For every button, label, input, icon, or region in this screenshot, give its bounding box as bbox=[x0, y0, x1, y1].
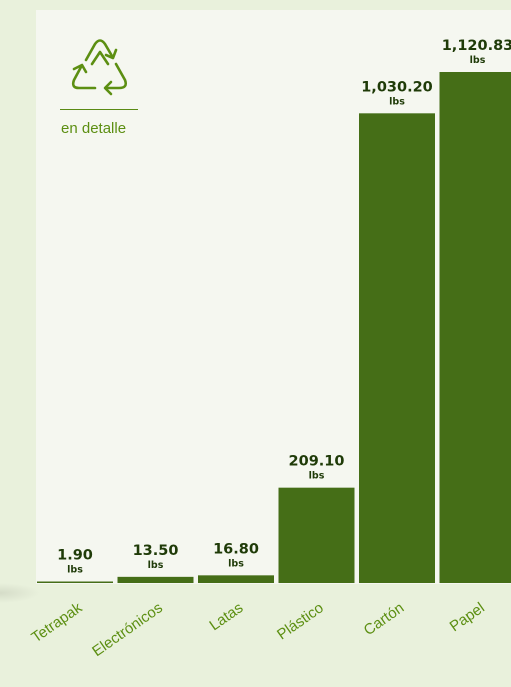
unit-label: lbs bbox=[389, 96, 405, 107]
category-label: Electrónicos bbox=[89, 599, 166, 660]
bar-electrónicos bbox=[117, 576, 194, 583]
bar-latas bbox=[198, 575, 274, 583]
unit-label: lbs bbox=[470, 55, 486, 66]
category-label: Cartón bbox=[361, 599, 408, 639]
panel-shadow bbox=[0, 583, 40, 603]
value-label: 1.90 bbox=[57, 548, 93, 564]
recycle-logo bbox=[60, 34, 140, 98]
bar-plástico bbox=[278, 487, 355, 583]
bar-tetrapak bbox=[37, 581, 113, 583]
category-label: Papel bbox=[447, 599, 488, 635]
value-label: 16.80 bbox=[213, 541, 259, 557]
unit-label: lbs bbox=[228, 558, 244, 569]
logo-caption: en detalle bbox=[61, 120, 127, 137]
unit-label: lbs bbox=[148, 560, 164, 571]
unit-label: lbs bbox=[67, 565, 83, 576]
value-label: 1,030.20 bbox=[361, 79, 433, 95]
value-label: 13.50 bbox=[133, 543, 179, 559]
recycle-icon bbox=[71, 39, 128, 96]
unit-label: lbs bbox=[309, 471, 325, 482]
category-label: Latas bbox=[206, 599, 246, 634]
value-label: 209.10 bbox=[289, 454, 345, 470]
logo-divider bbox=[60, 109, 138, 110]
category-label: Plástico bbox=[274, 599, 327, 643]
value-label: 1,120.83 bbox=[442, 38, 511, 54]
category-label: Tetrapak bbox=[28, 599, 85, 646]
bar-cartón bbox=[359, 113, 435, 583]
bar-papel bbox=[439, 72, 511, 583]
